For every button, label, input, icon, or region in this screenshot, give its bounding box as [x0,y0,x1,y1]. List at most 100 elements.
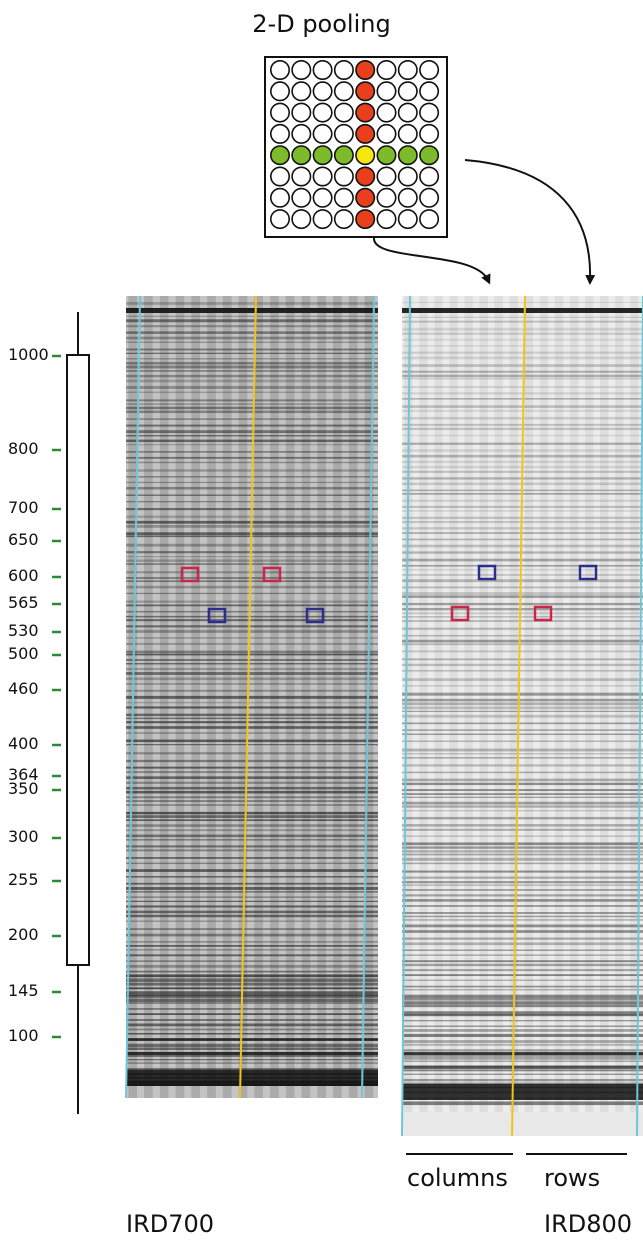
pool-well [397,102,418,123]
pool-well [291,209,312,230]
pool-well [291,123,312,144]
gel-ird800 [401,295,643,1137]
ladder-size-label: 800 [8,439,39,458]
pool-well [419,123,440,144]
ladder-size-label: 650 [8,530,39,549]
pool-well [269,81,290,102]
hit-marker-red [262,566,282,583]
pool-well-column [355,123,376,144]
rows-label: rows [544,1164,601,1192]
pool-well [312,81,333,102]
pool-well-row [291,145,312,166]
pool-well-intersection [355,145,376,166]
pool-well [312,102,333,123]
ladder-size-label: 350 [8,779,39,798]
gel-label-ird800: IRD800 [544,1210,633,1238]
pool-well-column [355,209,376,230]
pool-well [376,59,397,80]
ladder-size-label: 700 [8,498,39,517]
pooling-grid [264,56,448,238]
pool-well [419,209,440,230]
pool-well [376,209,397,230]
pool-well [397,123,418,144]
pool-well [419,187,440,208]
pool-well [312,166,333,187]
pool-well-column [355,187,376,208]
hit-marker-blue [305,607,325,624]
ladder-size-label: 300 [8,827,39,846]
pool-well [269,209,290,230]
pool-well [333,166,354,187]
pool-well [312,123,333,144]
pool-well [376,102,397,123]
hit-marker-blue [477,564,497,581]
hit-marker-blue [578,564,598,581]
pool-well [333,209,354,230]
pool-well [333,102,354,123]
ladder-size-label: 145 [8,981,39,1000]
ladder-size-label: 600 [8,566,39,585]
gel-label-ird700: IRD700 [126,1210,215,1238]
ladder-size-label: 400 [8,734,39,753]
pool-well [397,59,418,80]
arrow-rows [464,159,596,285]
ladder-size-label: 255 [8,870,39,889]
ladder-size-label: 100 [8,1026,39,1045]
pool-well [312,209,333,230]
pool-well [269,102,290,123]
pool-well [376,187,397,208]
hit-marker-red [180,566,200,583]
pool-well [397,81,418,102]
pool-well-column [355,166,376,187]
ladder-size-label: 565 [8,593,39,612]
pool-well [269,59,290,80]
pool-well [333,187,354,208]
pool-well [376,81,397,102]
ladder-size-label: 200 [8,925,39,944]
pool-well [312,59,333,80]
hit-marker-red [450,605,470,622]
pool-well [333,123,354,144]
pool-well [419,81,440,102]
pool-well [376,166,397,187]
pool-well [419,59,440,80]
size-ladder [52,312,90,1114]
pool-well [397,209,418,230]
pool-well-row [312,145,333,166]
pool-well [312,187,333,208]
pool-well [397,187,418,208]
arrows [372,159,596,285]
pool-well-column [355,59,376,80]
pool-well-row [397,145,418,166]
pool-well-row [376,145,397,166]
pool-well [291,102,312,123]
pool-well [333,81,354,102]
pool-well [269,166,290,187]
pool-well [376,123,397,144]
gel-ird700 [125,295,378,1099]
pool-well [397,166,418,187]
pool-well [419,166,440,187]
ladder-size-label: 530 [8,621,39,640]
pool-well-row [333,145,354,166]
pool-well-row [419,145,440,166]
figure-title: 2-D pooling [252,10,391,38]
pool-well [269,123,290,144]
pool-well [291,81,312,102]
pool-well-row [269,145,290,166]
pool-well-column [355,81,376,102]
arrow-columns [372,237,491,285]
hit-marker-red [533,605,553,622]
ladder-size-label: 500 [8,644,39,663]
pool-well [291,166,312,187]
hit-marker-blue [207,607,227,624]
ladder-size-label: 364 [8,765,39,784]
columns-label: columns [407,1164,508,1192]
pool-well [269,187,290,208]
ladder-size-label: 1000 [8,345,49,364]
pool-well [291,187,312,208]
pool-well [419,102,440,123]
pool-well [333,59,354,80]
pool-well-column [355,102,376,123]
